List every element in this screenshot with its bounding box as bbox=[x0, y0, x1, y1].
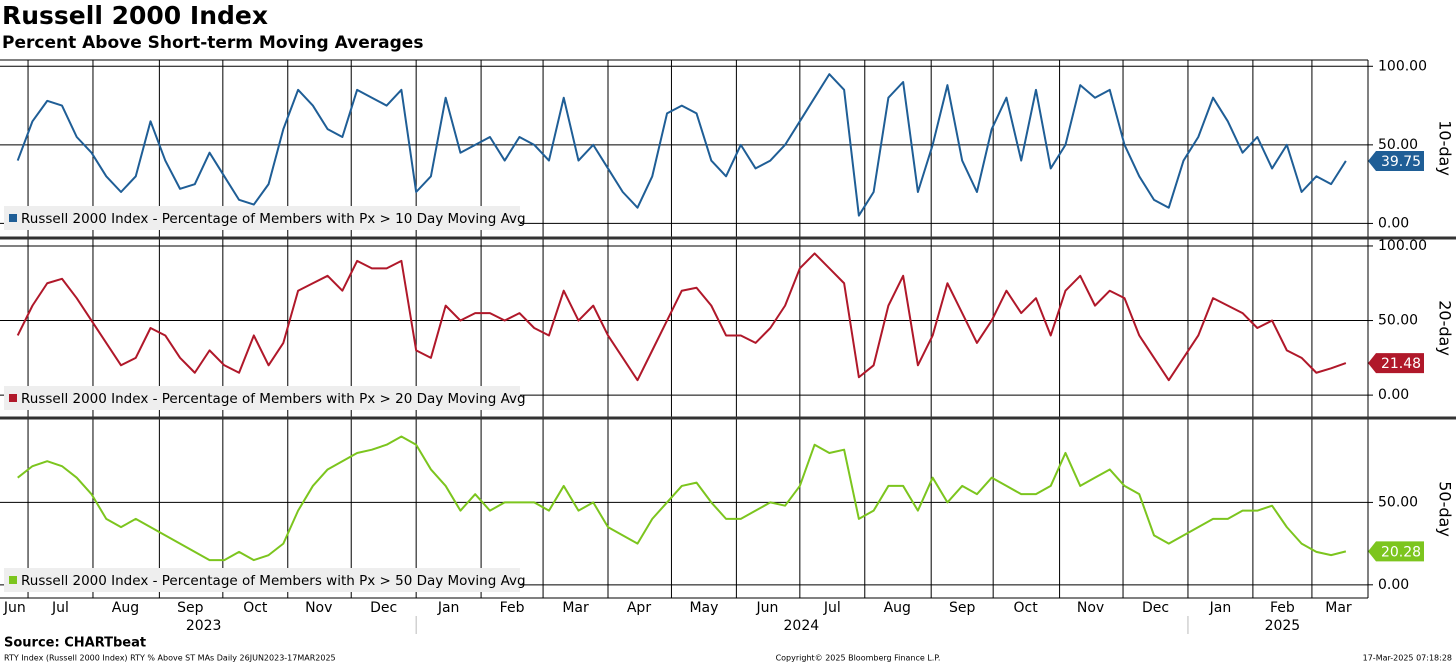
x-tick-label: Nov bbox=[1077, 600, 1104, 616]
y-tick-label: 50.00 bbox=[1378, 313, 1418, 329]
axis-title: 50-day bbox=[1436, 481, 1455, 537]
y-tick-label: 100.00 bbox=[1378, 238, 1427, 254]
x-tick-label: Apr bbox=[627, 600, 651, 616]
x-tick-label: Mar bbox=[562, 600, 589, 616]
y-tick-label: 0.00 bbox=[1378, 577, 1409, 593]
x-tick-label: Feb bbox=[500, 600, 525, 616]
x-tick-label: Oct bbox=[243, 600, 268, 616]
x-tick-label: Aug bbox=[884, 600, 911, 616]
legend-swatch bbox=[9, 576, 17, 584]
chart-subtitle: Percent Above Short-term Moving Averages bbox=[2, 33, 423, 53]
legend-swatch bbox=[9, 394, 17, 402]
last-value-tag bbox=[1368, 541, 1424, 562]
legend-box bbox=[4, 386, 520, 410]
axis-title: 20-day bbox=[1436, 300, 1455, 356]
x-tick-label: Nov bbox=[305, 600, 332, 616]
legend-box bbox=[4, 206, 520, 230]
year-label: 2023 bbox=[186, 618, 222, 634]
y-tick-label: 0.00 bbox=[1378, 215, 1409, 231]
x-tick-label: Sep bbox=[177, 600, 204, 616]
timestamp: 17-Mar-2025 07:18:28 bbox=[1363, 654, 1452, 663]
description: RTY Index (Russell 2000 Index) RTY % Abo… bbox=[4, 654, 336, 663]
last-value-label: 20.28 bbox=[1381, 544, 1421, 560]
y-tick-label: 50.00 bbox=[1378, 494, 1418, 510]
legend-box bbox=[4, 568, 520, 592]
legend-swatch bbox=[9, 214, 17, 222]
x-tick-label: Oct bbox=[1014, 600, 1039, 616]
axis-title: 10-day bbox=[1436, 120, 1455, 176]
x-tick-label: Aug bbox=[112, 600, 139, 616]
last-value-label: 39.75 bbox=[1381, 154, 1421, 170]
y-tick-label: 50.00 bbox=[1378, 137, 1418, 153]
copyright: Copyright© 2025 Bloomberg Finance L.P. bbox=[776, 654, 941, 663]
line-series bbox=[16, 73, 1347, 217]
legend-label: Russell 2000 Index - Percentage of Membe… bbox=[21, 573, 526, 589]
x-tick-label: Sep bbox=[949, 600, 976, 616]
x-tick-label: Jul bbox=[51, 600, 69, 616]
x-tick-label: Jun bbox=[755, 600, 778, 616]
x-tick-label: May bbox=[689, 600, 718, 616]
legend-label: Russell 2000 Index - Percentage of Membe… bbox=[21, 211, 526, 227]
x-tick-label: Jan bbox=[437, 600, 460, 616]
x-tick-label: Jul bbox=[823, 600, 841, 616]
legend-label: Russell 2000 Index - Percentage of Membe… bbox=[21, 391, 526, 407]
source: Source: CHARTbeat bbox=[4, 636, 146, 651]
y-tick-label: 100.00 bbox=[1378, 58, 1427, 74]
x-tick-label: Jun bbox=[3, 600, 26, 616]
last-value-label: 21.48 bbox=[1381, 356, 1421, 372]
x-tick-label: Mar bbox=[1325, 600, 1352, 616]
x-tick-label: Dec bbox=[1142, 600, 1169, 616]
chart-title: Russell 2000 Index bbox=[2, 1, 268, 30]
last-value-tag bbox=[1368, 150, 1424, 171]
last-value-tag bbox=[1368, 353, 1424, 374]
y-tick-label: 0.00 bbox=[1378, 387, 1409, 403]
x-tick-label: Dec bbox=[370, 600, 397, 616]
line-series bbox=[17, 435, 1347, 562]
year-label: 2024 bbox=[784, 618, 820, 634]
x-tick-label: Jan bbox=[1209, 600, 1232, 616]
x-tick-label: Feb bbox=[1270, 600, 1295, 616]
year-label: 2025 bbox=[1265, 618, 1301, 634]
line-series bbox=[16, 252, 1347, 382]
